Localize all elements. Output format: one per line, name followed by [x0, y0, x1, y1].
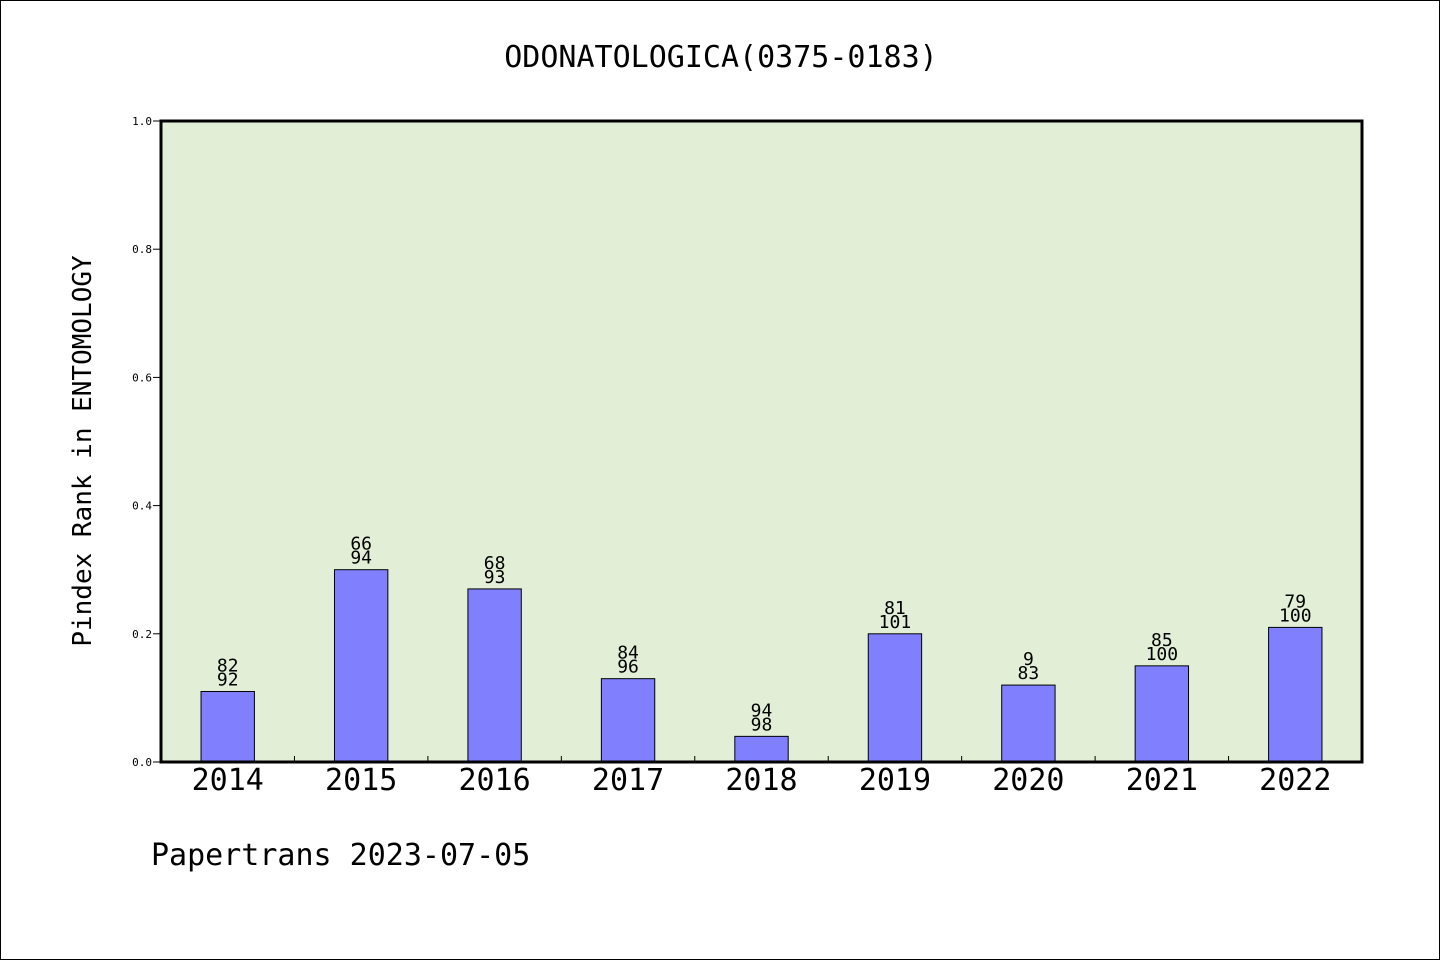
plot-frame	[159, 119, 1364, 764]
bar-2020	[1001, 684, 1056, 763]
x-tick-label: 2021	[1126, 763, 1198, 798]
data-label-bottom: 96	[617, 657, 639, 678]
y-tick-label: 0.6	[132, 371, 152, 384]
chart-title: ODONATOLOGICA(0375-0183)	[504, 40, 937, 75]
x-axis: 2014 2015 2016 2017 2018 2019 2020 2021 2022	[192, 756, 1331, 798]
bar-2022	[1268, 626, 1323, 763]
data-label-top: 81	[884, 598, 906, 619]
data-label-bottom: 94	[350, 548, 372, 569]
data-label-bottom: 98	[751, 714, 773, 735]
data-label-top: 94	[751, 700, 773, 721]
data-label-bottom: 101	[879, 612, 912, 633]
footer-credit: Papertrans 2023-07-05	[151, 838, 530, 873]
data-label-top: 85	[1151, 630, 1173, 651]
bar-2014	[200, 690, 255, 763]
x-tick-label: 2022	[1259, 763, 1331, 798]
data-label-top: 9	[1023, 649, 1034, 670]
data-label-top: 68	[484, 553, 506, 574]
bars-layer	[200, 569, 1323, 763]
y-tick-label: 0.0	[132, 756, 152, 769]
y-tick-label: 0.4	[132, 500, 152, 513]
x-tick-label: 2015	[325, 763, 397, 798]
y-axis: 0.0 0.2 0.4 0.6 0.8 1.0	[132, 115, 161, 769]
x-tick-label: 2017	[592, 763, 664, 798]
bar-2021	[1134, 665, 1190, 763]
y-tick-label: 1.0	[132, 115, 152, 128]
data-label-top: 84	[617, 643, 639, 664]
x-tick-label: 2019	[859, 763, 931, 798]
data-label-bottom: 93	[484, 567, 506, 588]
y-axis-label: Pindex Rank in ENTOMOLOGY	[68, 255, 98, 647]
data-label-top: 82	[217, 655, 239, 676]
bar-2019	[867, 633, 923, 763]
x-tick-label: 2016	[458, 763, 530, 798]
bar-2015	[333, 569, 389, 763]
y-tick-label: 0.8	[132, 243, 152, 256]
data-label-top: 79	[1284, 591, 1306, 612]
bar-2018	[734, 735, 789, 763]
data-label-bottom: 92	[217, 669, 239, 690]
x-tick-label: 2014	[192, 763, 264, 798]
data-label-bottom: 100	[1146, 644, 1179, 665]
data-label-bottom: 100	[1279, 605, 1312, 626]
y-tick-label: 0.2	[132, 628, 152, 641]
x-tick-label: 2018	[725, 763, 797, 798]
x-tick-label: 2020	[992, 763, 1064, 798]
bar-2017	[600, 678, 656, 763]
data-label-bottom: 83	[1018, 663, 1040, 684]
bar-2016	[467, 588, 522, 763]
data-label-top: 66	[350, 534, 372, 555]
